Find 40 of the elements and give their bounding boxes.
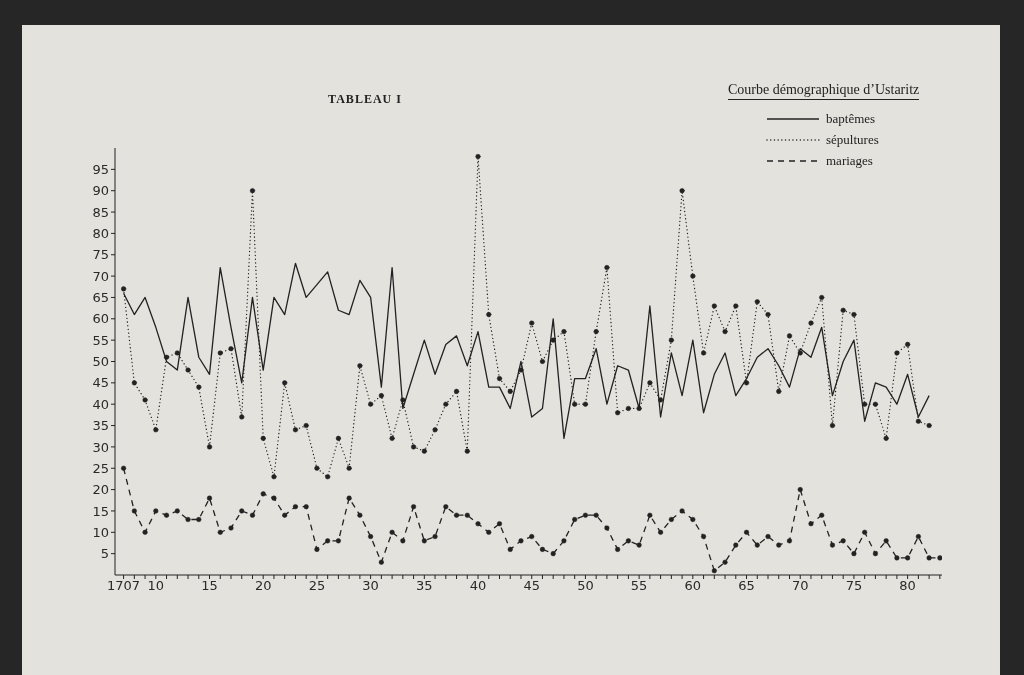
x-tick-label: 30 [362,578,379,594]
x-tick-label: 65 [738,578,755,594]
y-tick-label: 65 [92,290,109,306]
y-tick-label: 90 [92,183,109,199]
y-tick-label: 75 [92,247,109,263]
y-tick-label: 70 [92,268,109,284]
legend-label: mariages [826,152,873,169]
y-tick-label: 30 [92,439,109,455]
y-tick-label: 45 [92,375,109,391]
x-tick-label: 10 [147,578,165,594]
y-tick-label: 35 [92,418,109,434]
x-tick-label: 40 [469,578,487,594]
x-tick-label: 25 [308,578,326,594]
y-tick-label: 85 [92,204,109,220]
x-tick-label: 60 [684,578,702,594]
x-tick-label: 45 [523,578,540,594]
x-tick-label: 20 [254,578,272,594]
y-tick-label: 60 [92,311,109,327]
x-tick-label: 75 [845,578,863,594]
y-tick-label: 5 [100,546,109,562]
x-tick-label: 35 [416,578,433,594]
x-tick-label: 55 [630,578,648,594]
y-tick-label: 20 [92,482,109,498]
x-tick-label: 1707 [107,578,141,594]
y-tick-label: 50 [92,354,109,370]
y-tick-label: 10 [92,524,109,540]
x-tick-label: 50 [577,578,594,594]
legend-label: baptêmes [826,110,876,127]
y-tick-label: 80 [92,226,109,242]
legend-label: sépultures [826,131,879,148]
chart-subtitle: Courbe démographique d’Ustaritz [728,82,920,100]
y-tick-label: 25 [92,460,109,476]
x-tick-label: 80 [899,578,916,594]
x-tick-label: 70 [791,578,809,594]
x-tick-label: 15 [201,578,218,594]
y-tick-label: 95 [92,161,109,177]
chart-title: TABLEAU I [327,92,403,107]
y-tick-label: 40 [92,396,109,412]
y-tick-label: 55 [92,332,109,348]
y-tick-label: 15 [92,503,109,519]
